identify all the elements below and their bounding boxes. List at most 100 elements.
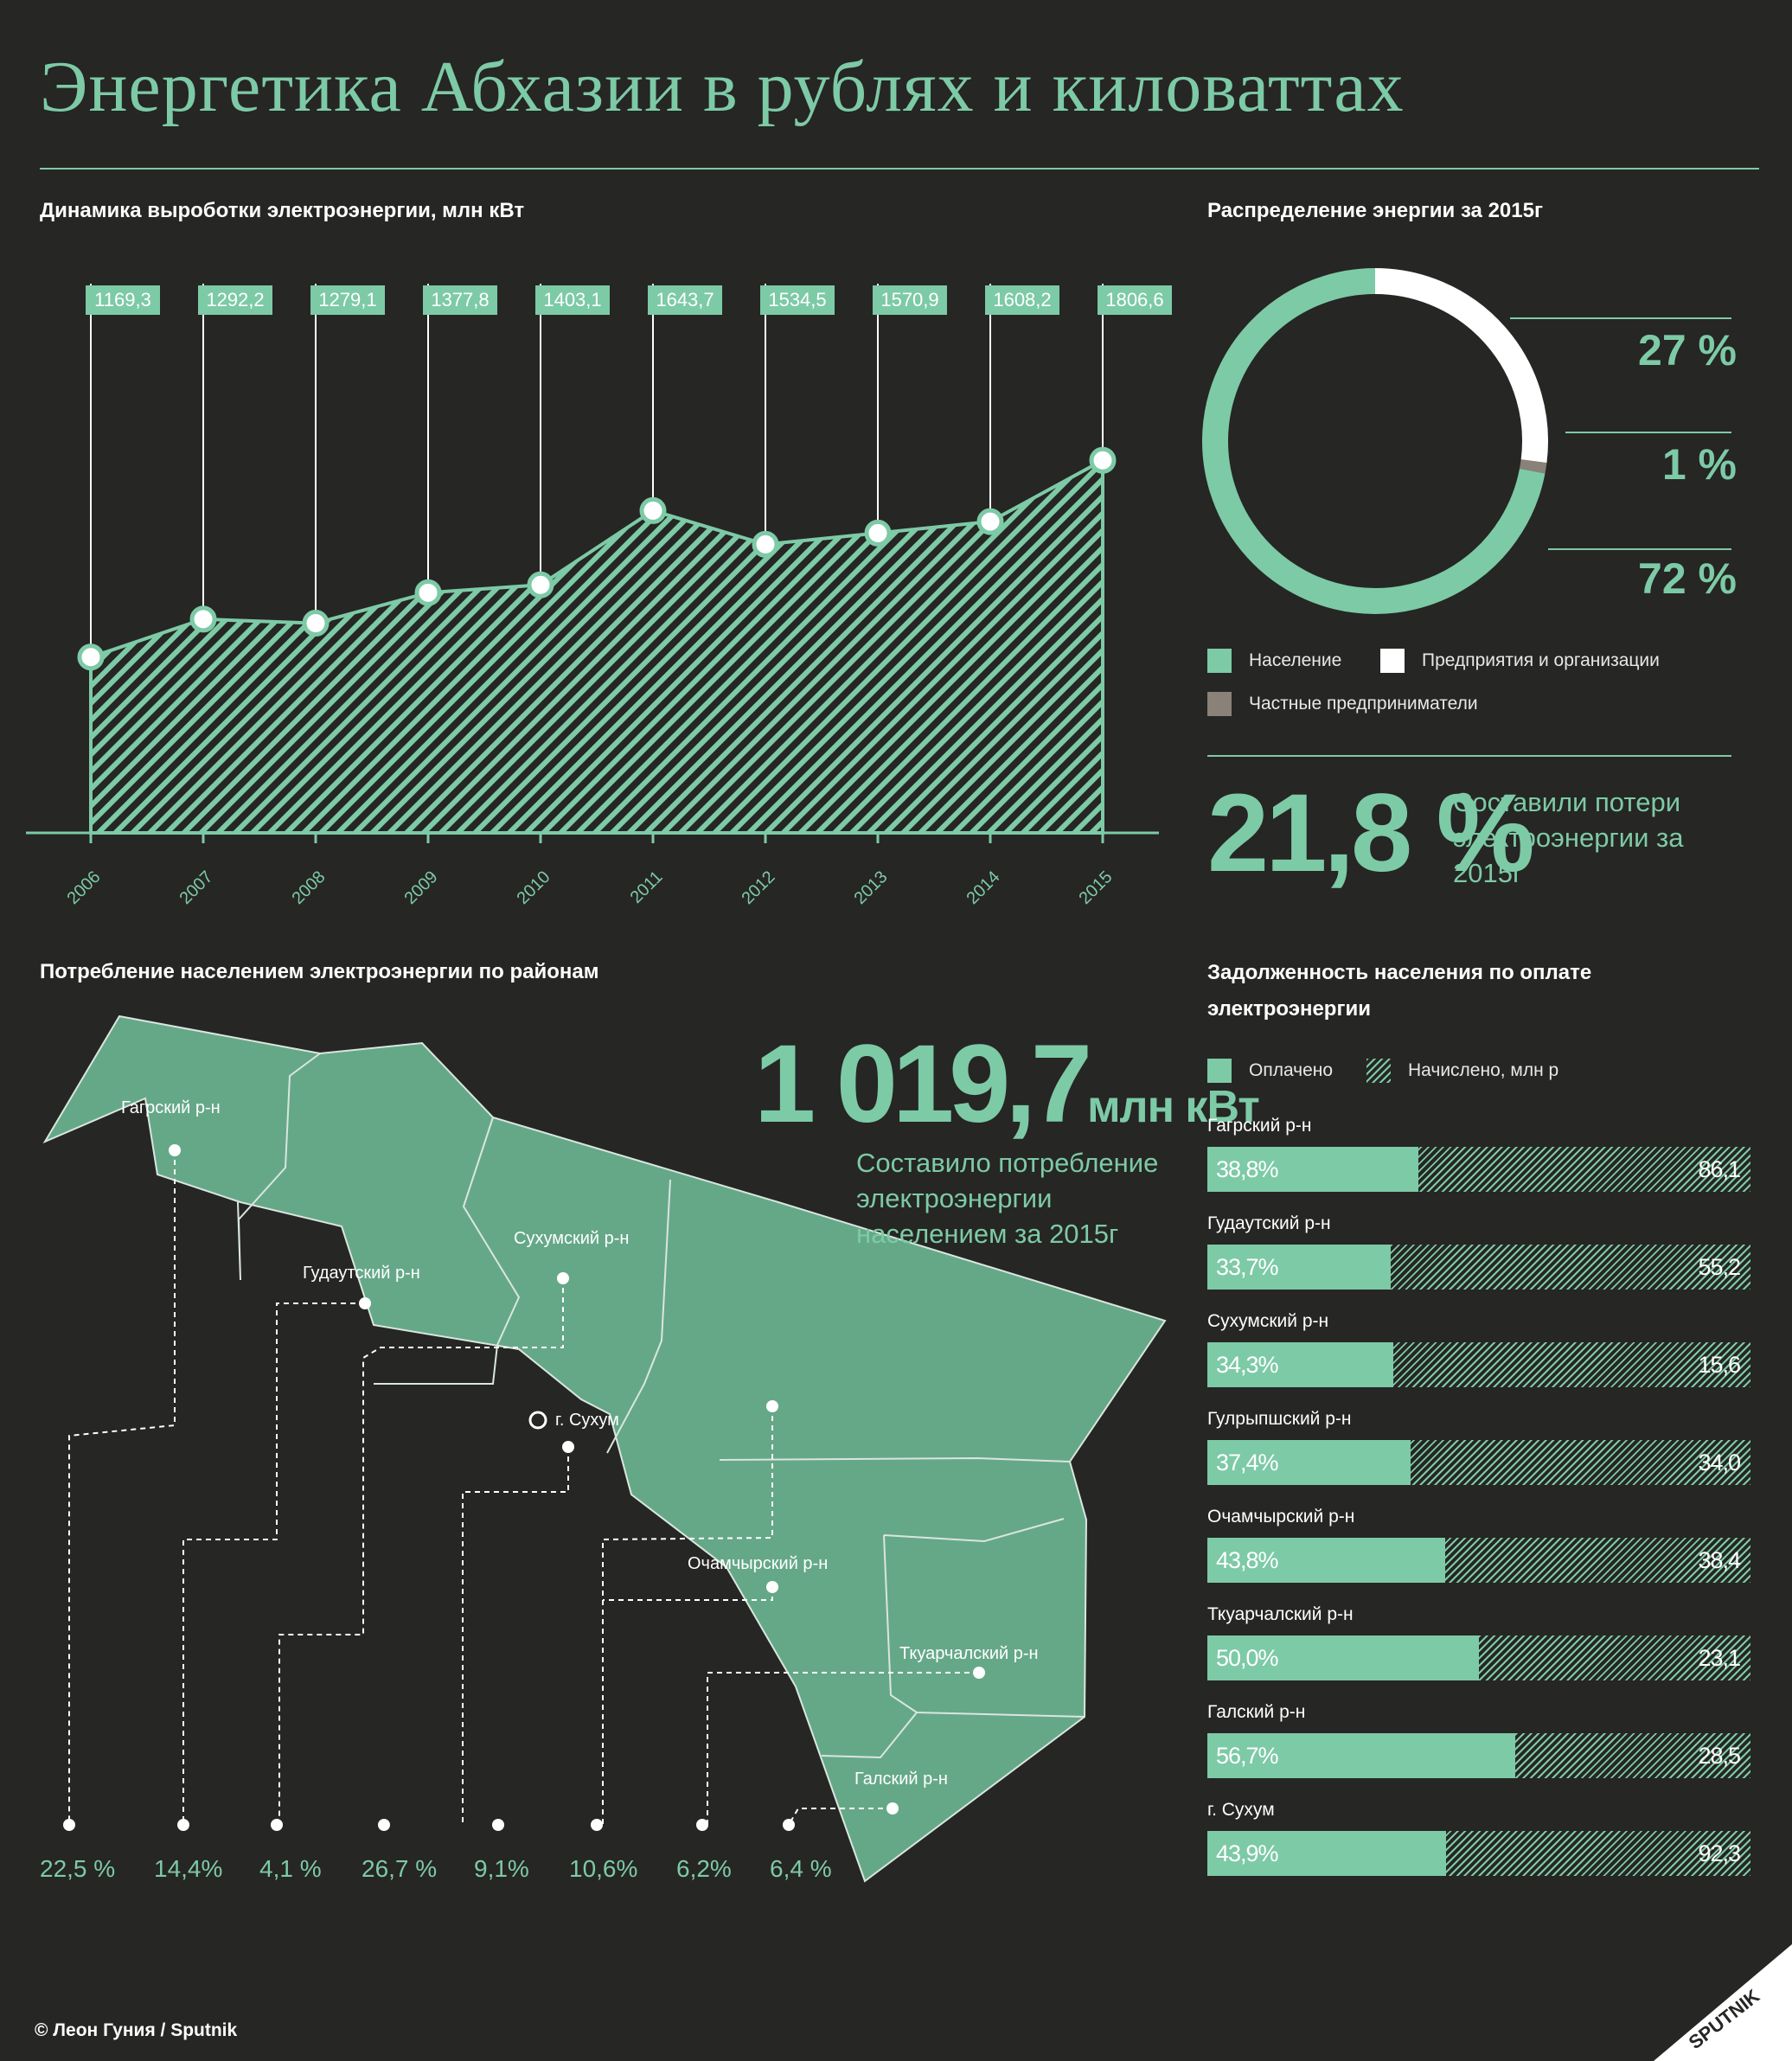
value-box-2015 xyxy=(1098,285,1172,315)
legend-population: Население xyxy=(1207,649,1341,673)
debt-bar: 34,3% 15,6 xyxy=(1207,1342,1750,1387)
legend-enterprises: Предприятия и организации xyxy=(1380,649,1660,673)
label-gagra: Гагрский р-н xyxy=(121,1098,221,1117)
value-box-2011 xyxy=(648,285,722,315)
map-point-5 xyxy=(766,1581,778,1593)
share-gali: 6,4 % xyxy=(770,1855,832,1882)
consumption-caption: Составило потребление электроэнергии нас… xyxy=(856,1148,1159,1249)
x-label-2012: 2012 xyxy=(739,867,779,908)
data-point-2012 xyxy=(752,530,779,558)
debt-region-label: Гулрыпшский р-н xyxy=(1207,1409,1352,1429)
legend-swatch-population xyxy=(1207,649,1232,673)
data-point-2007 xyxy=(189,605,217,633)
value-label-2010: 1403,1 xyxy=(543,289,601,310)
legend-swatch-charged xyxy=(1366,1059,1391,1083)
map-end-4 xyxy=(492,1819,504,1831)
debt-paid-label: 50,0% xyxy=(1216,1645,1279,1671)
border-gudauta-sukhumi xyxy=(374,1117,521,1385)
value-box-2006 xyxy=(86,285,160,315)
debt-bar: 37,4% 34,0 xyxy=(1207,1440,1750,1485)
debt-paid-fill xyxy=(1207,1831,1446,1876)
donut-slice-2 xyxy=(1519,459,1547,474)
border-gulrypsh-ochamchira xyxy=(719,1456,1071,1463)
donut-slice-0 xyxy=(1202,268,1546,614)
losses-caption: Составили потери электроэнергии за 2015г xyxy=(1453,787,1684,888)
debt-region-label: Галский р-н xyxy=(1207,1702,1306,1722)
debt-paid-fill xyxy=(1207,1245,1391,1290)
label-tkuarchal: Ткуарчалский р-н xyxy=(899,1644,1039,1663)
value-label-2006: 1169,3 xyxy=(94,289,151,310)
data-point-2009 xyxy=(414,579,442,606)
sukhum-city-marker xyxy=(528,1411,547,1430)
x-label-2008: 2008 xyxy=(289,867,330,908)
debt-charged-label: 23,1 xyxy=(1698,1645,1741,1671)
label-sukhumi-district: Сухумский р-н xyxy=(514,1229,629,1248)
value-label-2009: 1377,8 xyxy=(431,289,489,310)
x-label-2009: 2009 xyxy=(401,867,442,908)
share-gulrypsh: 9,1% xyxy=(474,1855,529,1882)
map-end-0 xyxy=(63,1819,75,1831)
debt-bar: 43,8% 38,4 xyxy=(1207,1538,1750,1583)
debt-bar: 56,7% 28,5 xyxy=(1207,1733,1750,1778)
data-point-2008 xyxy=(302,610,330,637)
legend-enterprises-label: Предприятия и организации xyxy=(1422,650,1660,670)
debt-bar: 50,0% 23,1 xyxy=(1207,1635,1750,1680)
debt-paid-label: 56,7% xyxy=(1216,1743,1279,1769)
map-leader-2 xyxy=(278,1278,564,1825)
share-tkuarchal: 6,2% xyxy=(676,1855,732,1882)
value-box-2014 xyxy=(985,285,1059,315)
label-gudauta: Гудаутский р-н xyxy=(303,1264,420,1283)
value-box-2009 xyxy=(423,285,497,315)
map-leader-6 xyxy=(707,1672,979,1825)
value-box-2010 xyxy=(535,285,610,315)
share-sukhum-city: 26,7 % xyxy=(362,1855,438,1882)
border-tkuarchal-south xyxy=(821,1712,918,1759)
value-box-2012 xyxy=(760,285,835,315)
debt-region-label: Ткуарчалский р-н xyxy=(1207,1604,1354,1624)
donut-label-enterprises: 27 % xyxy=(1638,326,1737,374)
value-label-2015: 1806,6 xyxy=(1105,289,1163,310)
debt-title: Задолженность населения по оплате электр… xyxy=(1207,961,1592,1021)
debt-charged-label: 86,1 xyxy=(1698,1156,1741,1182)
consumption-title: Потребление населением электроэнергии по… xyxy=(40,960,599,983)
value-label-2007: 1292,2 xyxy=(206,289,264,310)
border-gagra xyxy=(237,1053,321,1281)
map-leader-1 xyxy=(182,1303,365,1825)
debt-region-label: Гагрский р-н xyxy=(1207,1116,1312,1136)
map-point-0 xyxy=(169,1144,181,1156)
value-label-2012: 1534,5 xyxy=(768,289,826,310)
map-point-3 xyxy=(562,1441,574,1453)
share-gagra: 22,5 % xyxy=(40,1855,116,1882)
map-outline xyxy=(42,1014,1167,1883)
title-divider xyxy=(40,168,1759,170)
data-point-2015 xyxy=(1089,446,1117,474)
x-label-2010: 2010 xyxy=(514,867,554,908)
debt-bar: 33,7% 55,2 xyxy=(1207,1245,1750,1290)
value-label-2014: 1608,2 xyxy=(993,289,1051,310)
map-leader-3 xyxy=(462,1447,569,1825)
debt-region-label: Очамчырский р-н xyxy=(1207,1507,1355,1527)
border-ochamchira-tkuarchal xyxy=(883,1518,1065,1543)
distribution-donut-chart xyxy=(1202,268,1731,614)
share-ochamchira: 10,6% xyxy=(569,1855,638,1882)
debt-paid-label: 43,9% xyxy=(1216,1840,1279,1866)
data-point-2010 xyxy=(527,571,554,598)
x-label-2013: 2013 xyxy=(851,867,892,908)
debt-paid-fill xyxy=(1207,1538,1446,1583)
legend-paid-label: Оплачено xyxy=(1249,1060,1334,1080)
border-tkuarchal-east xyxy=(883,1534,1085,1718)
value-label-2011: 1643,7 xyxy=(656,289,714,310)
donut-label-private: 1 % xyxy=(1661,440,1737,489)
value-box-2008 xyxy=(310,285,385,315)
legend-swatch-private xyxy=(1207,692,1232,716)
data-point-2014 xyxy=(976,508,1004,535)
label-ochamchira: Очамчырский р-н xyxy=(688,1554,828,1573)
consumption-total-value: 1 019,7 xyxy=(754,1022,1092,1146)
debt-paid-label: 43,8% xyxy=(1216,1547,1279,1573)
data-point-2013 xyxy=(864,519,892,547)
debt-bar: 38,8% 86,1 xyxy=(1207,1147,1750,1192)
production-area-chart: 1169,3 2006 1292,2 2007 1279,1 2008 1377,8 2009… xyxy=(26,284,1172,908)
legend-paid: Оплачено xyxy=(1207,1059,1333,1083)
map-leader-0 xyxy=(68,1150,176,1825)
debt-paid-label: 38,8% xyxy=(1216,1156,1279,1182)
